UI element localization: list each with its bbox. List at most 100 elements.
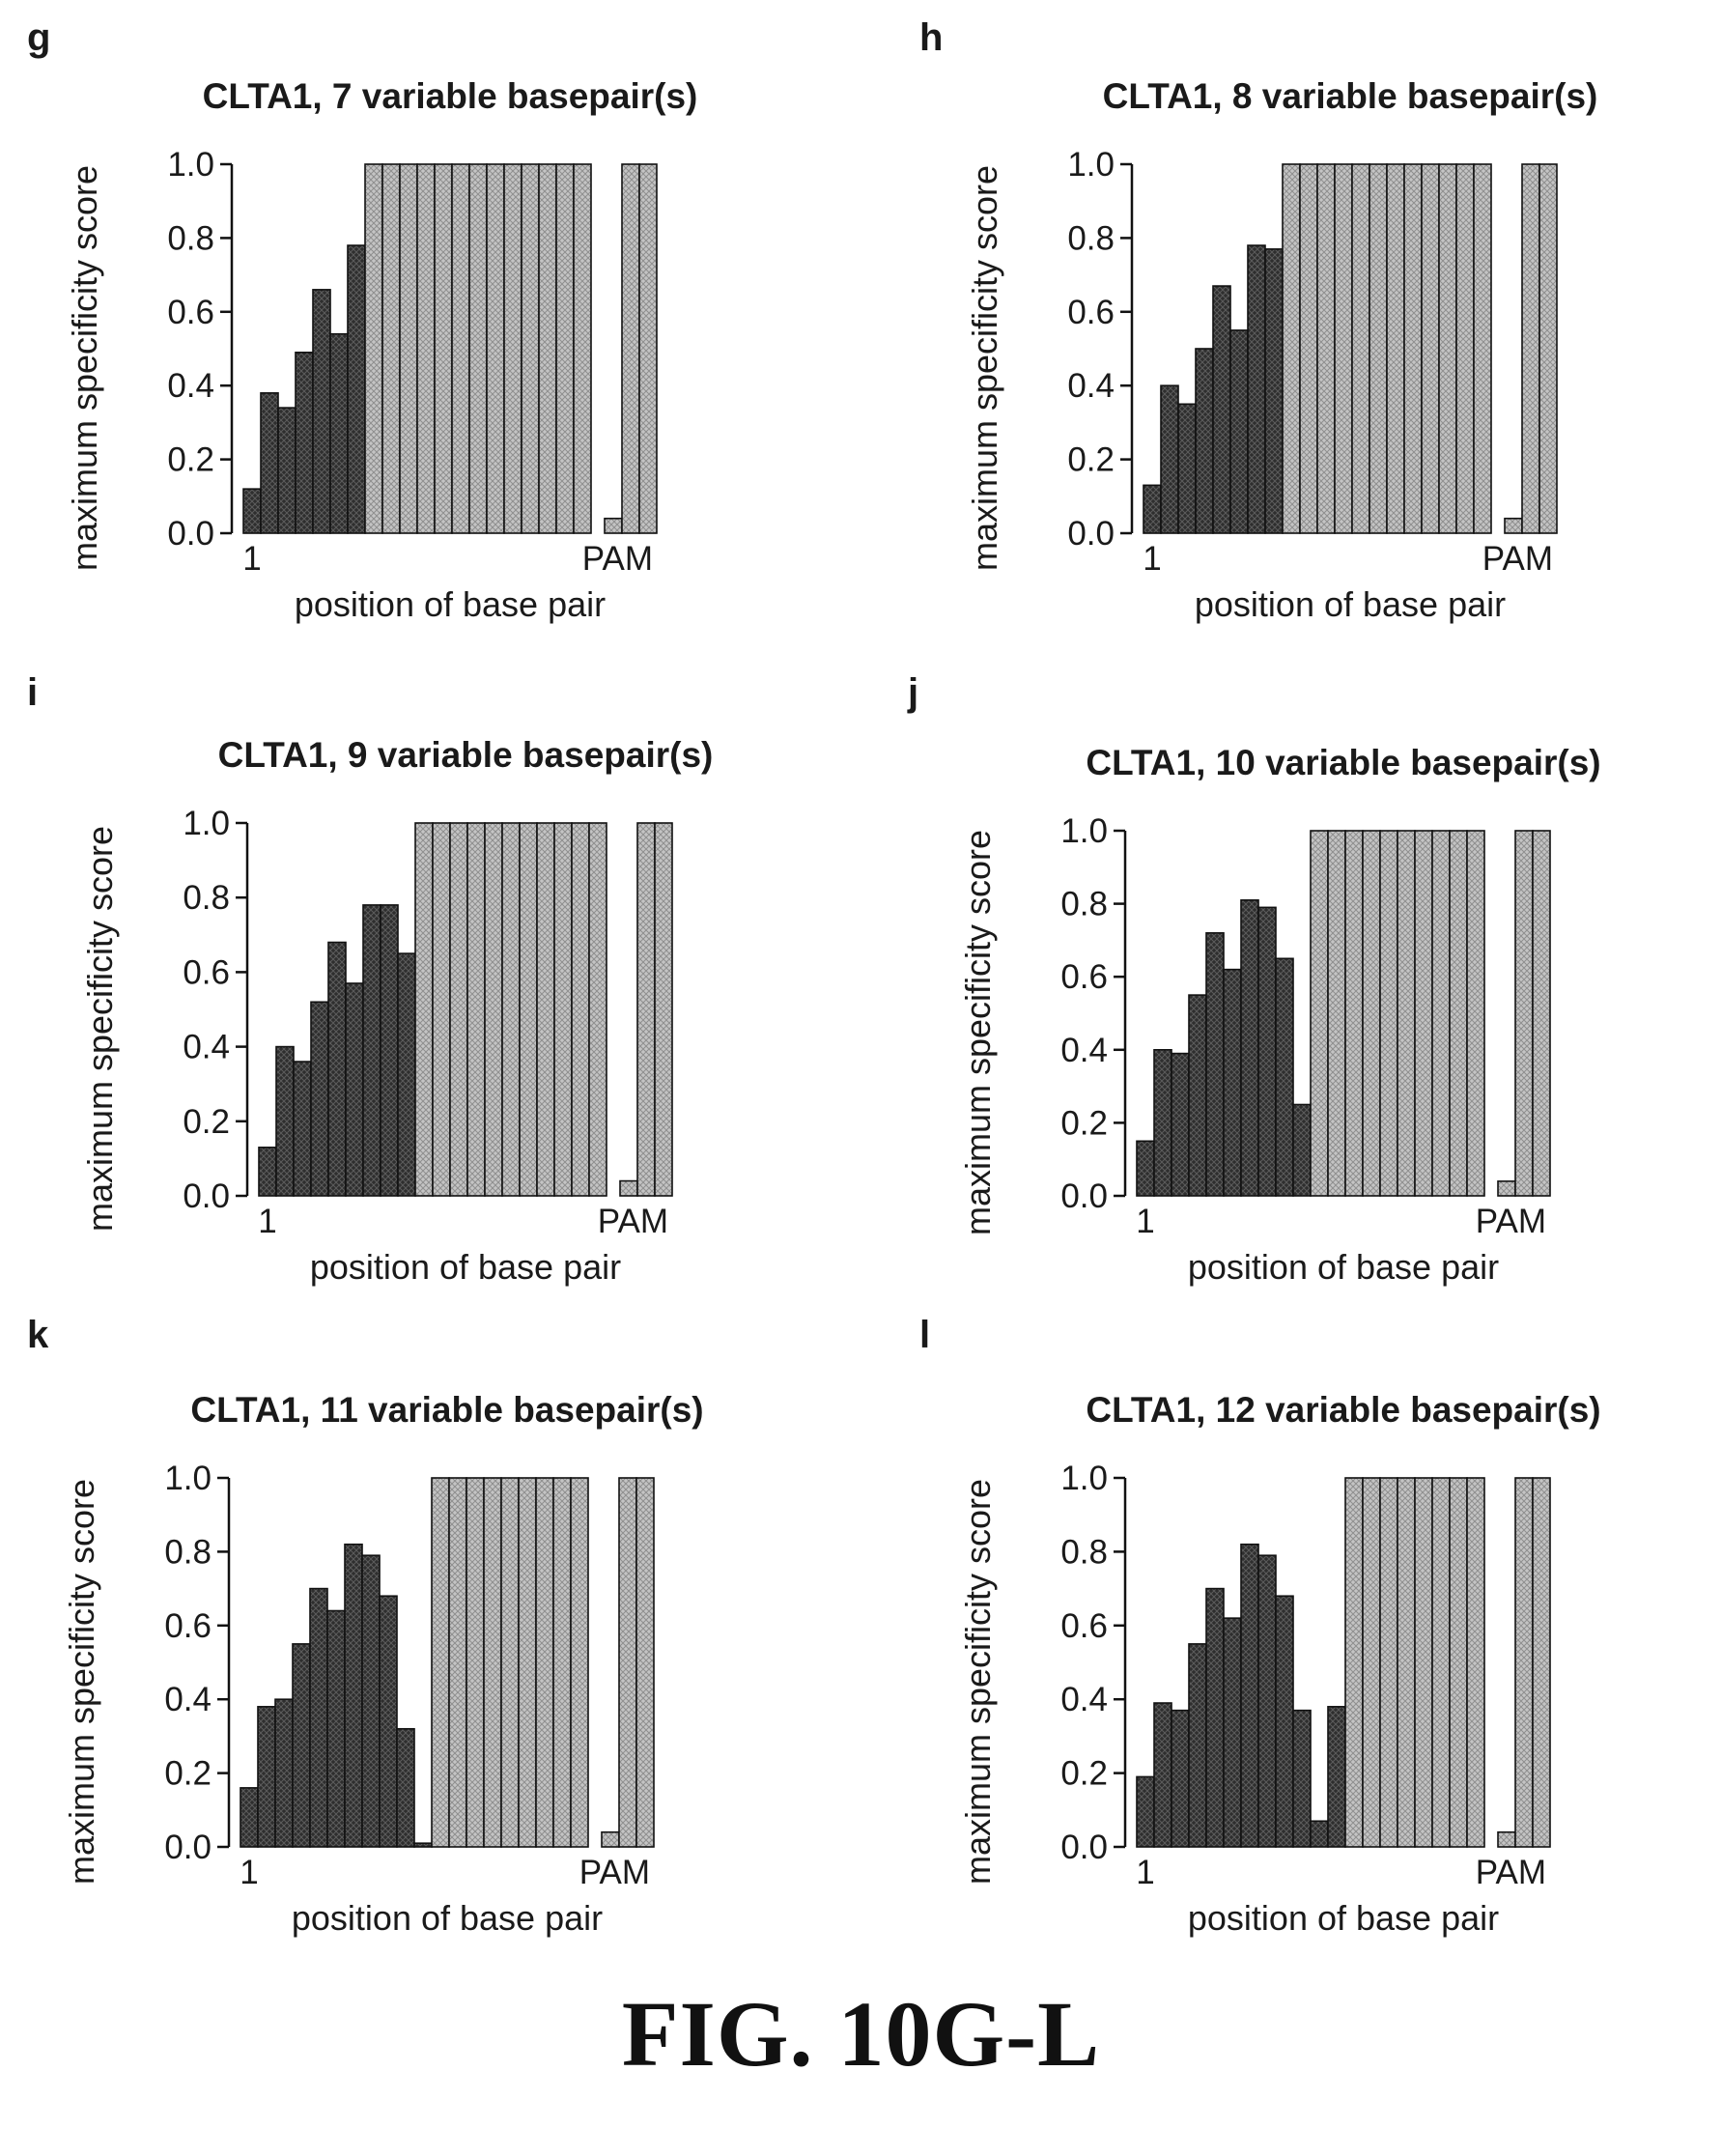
- y-tick-label: 0.6: [167, 294, 214, 331]
- bar-18: [1432, 1478, 1450, 1847]
- bar-18: [539, 164, 556, 533]
- y-tick-label: 0.2: [1067, 441, 1115, 479]
- panel-letter: l: [919, 1314, 930, 1356]
- bar-18: [1432, 831, 1450, 1196]
- bar-8: [381, 905, 398, 1196]
- bar-10: [1300, 164, 1317, 533]
- y-tick-label: 0.6: [1067, 294, 1115, 331]
- bar-23: [655, 823, 672, 1196]
- bar-15: [1380, 1478, 1397, 1847]
- bar-7: [1241, 1545, 1258, 1847]
- y-tick-label: 0.0: [183, 1177, 230, 1215]
- y-tick-label: 0.2: [164, 1755, 212, 1793]
- bar-21: [620, 1181, 637, 1196]
- bar-19: [572, 823, 589, 1196]
- bar-7: [1248, 245, 1265, 533]
- bar-17: [1415, 831, 1432, 1196]
- bar-16: [1397, 831, 1415, 1196]
- bar-9: [380, 1596, 397, 1847]
- bar-3: [1178, 404, 1196, 533]
- bar-3: [278, 408, 296, 533]
- bar-19: [556, 164, 574, 533]
- bar-2: [1154, 1703, 1172, 1847]
- y-tick-label: 1.0: [1067, 146, 1115, 184]
- bar-7: [345, 1545, 362, 1847]
- y-tick-label: 0.8: [1067, 219, 1115, 257]
- bar-3: [1172, 1711, 1189, 1847]
- bar-10: [397, 1729, 414, 1847]
- x-tick-label-first: 1: [240, 1854, 258, 1891]
- bar-21: [602, 1832, 619, 1847]
- x-tick-label-first: 1: [258, 1203, 276, 1240]
- chart-panel-i: iCLTA1, 9 variable basepair(s)0.00.20.40…: [27, 671, 713, 1287]
- bar-6: [1230, 330, 1248, 533]
- bar-12: [1328, 1707, 1345, 1847]
- x-tick-label-first: 1: [1136, 1203, 1154, 1240]
- y-tick-label: 0.8: [1060, 1533, 1108, 1571]
- bar-14: [469, 164, 487, 533]
- bar-14: [485, 823, 502, 1196]
- bar-12: [450, 823, 467, 1196]
- y-axis-label: maximum specificity score: [965, 165, 1004, 571]
- bar-23: [639, 164, 657, 533]
- bar-5: [310, 1589, 327, 1847]
- bar-1: [259, 1148, 276, 1196]
- x-tick-label-first: 1: [1143, 540, 1161, 578]
- chart-panel-g: gCLTA1, 7 variable basepair(s)0.00.20.40…: [27, 16, 697, 624]
- y-tick-label: 0.4: [164, 1681, 212, 1718]
- y-axis-label: maximum specificity score: [958, 1479, 998, 1885]
- bar-9: [1276, 1596, 1293, 1847]
- x-tick-label-pam: PAM: [1482, 540, 1553, 578]
- y-tick-label: 0.6: [1060, 958, 1108, 996]
- y-tick-label: 1.0: [183, 805, 230, 842]
- x-axis-label: position of base pair: [1188, 1898, 1499, 1938]
- y-tick-label: 0.4: [183, 1029, 230, 1066]
- y-axis-label: maximum specificity score: [958, 830, 998, 1235]
- chart-title: CLTA1, 7 variable basepair(s): [203, 76, 698, 116]
- bar-7: [1241, 900, 1258, 1196]
- x-axis-label: position of base pair: [310, 1247, 621, 1287]
- bar-8: [365, 164, 382, 533]
- bar-6: [327, 1611, 345, 1847]
- bar-8: [1258, 907, 1276, 1196]
- y-tick-label: 0.2: [1060, 1755, 1108, 1793]
- bar-11: [417, 164, 435, 533]
- bar-2: [276, 1047, 294, 1196]
- bar-15: [487, 164, 504, 533]
- y-axis-label: maximum specificity score: [62, 1479, 101, 1885]
- bar-21: [1505, 519, 1522, 533]
- bar-1: [243, 489, 261, 533]
- chart-title: CLTA1, 11 variable basepair(s): [190, 1390, 703, 1430]
- bar-16: [504, 164, 522, 533]
- bar-14: [1363, 831, 1380, 1196]
- y-tick-label: 0.2: [167, 441, 214, 479]
- bar-7: [348, 245, 365, 533]
- y-tick-label: 1.0: [1060, 812, 1108, 850]
- bar-22: [1515, 831, 1533, 1196]
- chart-panel-l: lCLTA1, 12 variable basepair(s)0.00.20.4…: [919, 1314, 1601, 1938]
- bar-14: [1369, 164, 1387, 533]
- bar-22: [637, 823, 655, 1196]
- bar-9: [1276, 958, 1293, 1196]
- bar-16: [1404, 164, 1422, 533]
- x-tick-label-pam: PAM: [598, 1203, 668, 1240]
- x-tick-label-pam: PAM: [582, 540, 653, 578]
- panel-letter: i: [27, 671, 38, 714]
- bar-2: [261, 393, 278, 533]
- y-tick-label: 0.4: [167, 367, 214, 405]
- bar-13: [452, 164, 469, 533]
- y-tick-label: 0.6: [1060, 1607, 1108, 1645]
- bar-20: [571, 1478, 588, 1847]
- bar-5: [1213, 286, 1230, 533]
- panel-letter: k: [27, 1314, 49, 1356]
- bar-18: [554, 823, 572, 1196]
- bar-9: [382, 164, 400, 533]
- bar-11: [1311, 831, 1328, 1196]
- bar-15: [1380, 831, 1397, 1196]
- bar-2: [1154, 1050, 1172, 1196]
- bar-14: [1363, 1478, 1380, 1847]
- bar-1: [240, 1788, 258, 1847]
- bar-4: [293, 1644, 310, 1847]
- bar-18: [536, 1478, 553, 1847]
